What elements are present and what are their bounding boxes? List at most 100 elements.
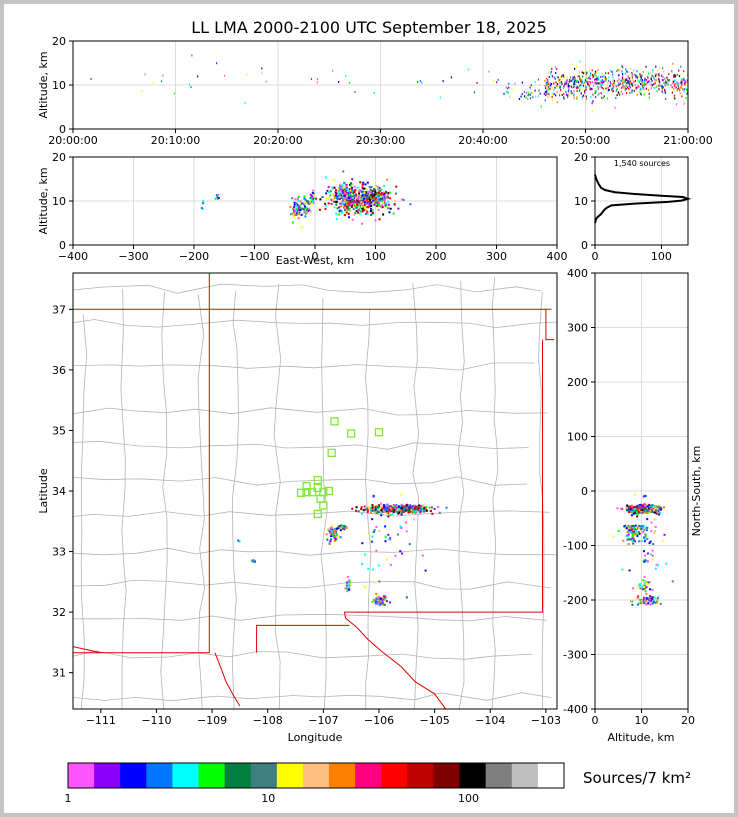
ew-altitude-point (382, 198, 385, 201)
ns-altitude-point (644, 590, 647, 593)
county-border-line (231, 291, 239, 709)
time-altitude-point (591, 102, 593, 105)
ns-altitude-point (644, 596, 647, 599)
ew-altitude-point (338, 213, 341, 216)
ns-altitude-xtick-label: 10 (635, 714, 649, 727)
time-altitude-point (601, 72, 603, 75)
time-altitude-point (650, 72, 652, 75)
ew-altitude-point (349, 204, 352, 207)
ew-altitude-point (298, 211, 301, 214)
ew-altitude-point (370, 204, 373, 207)
time-altitude-point (645, 83, 647, 86)
ns-altitude-point (637, 511, 640, 514)
ew-altitude-point (303, 195, 306, 198)
ew-altitude-point (365, 192, 368, 195)
county-border-line (120, 288, 127, 709)
ew-altitude-point (361, 207, 364, 210)
ew-altitude-point (297, 195, 300, 198)
time-altitude-point (634, 84, 636, 87)
time-altitude-point (591, 69, 593, 72)
time-altitude-point (574, 77, 576, 80)
time-altitude-point (665, 80, 667, 83)
time-altitude-point (546, 84, 548, 87)
ew-altitude-point (366, 190, 369, 193)
time-altitude-point (606, 97, 609, 100)
map-source-point (345, 526, 348, 529)
ns-altitude-point (652, 596, 655, 599)
ew-altitude-point (339, 186, 342, 189)
ew-altitude-point (379, 197, 382, 200)
ew-altitude-point (302, 212, 305, 215)
time-altitude-point (574, 83, 576, 86)
ew-altitude-point (397, 207, 400, 210)
time-altitude-point (636, 70, 638, 73)
ew-altitude-point (327, 186, 330, 189)
time-altitude-point (601, 96, 603, 99)
time-altitude-point (348, 81, 351, 84)
ew-altitude-point (409, 203, 412, 206)
time-altitude-point (505, 86, 507, 89)
ew-altitude-point (375, 191, 378, 194)
ew-altitude-point (335, 212, 338, 215)
time-altitude-point (553, 82, 555, 85)
time-altitude-point (676, 81, 678, 84)
time-altitude-point (497, 78, 499, 81)
ns-altitude-point (625, 527, 628, 530)
time-altitude-point (583, 82, 585, 85)
time-altitude-point (556, 101, 558, 104)
time-altitude-point (665, 97, 667, 100)
map-source-point (384, 597, 387, 600)
ew-altitude-point (305, 209, 308, 212)
time-altitude-point (564, 77, 566, 80)
ew-altitude-point (307, 200, 310, 203)
map-source-point (388, 538, 391, 541)
ew-altitude-point (374, 185, 377, 188)
map-xtick-label: −111 (86, 714, 116, 727)
time-altitude-point (581, 81, 583, 84)
ns-altitude-point (641, 586, 644, 589)
ns-altitude-point (639, 602, 642, 605)
time-altitude-point (573, 75, 576, 78)
ns-altitude-point (646, 552, 649, 555)
ns-altitude-point (655, 602, 658, 605)
time-altitude-point (594, 91, 597, 94)
ns-altitude-point (651, 558, 654, 561)
time-altitude-point (589, 74, 592, 77)
time-altitude-point (640, 88, 642, 91)
map-source-point (381, 601, 384, 604)
time-altitude-point (580, 84, 582, 87)
time-altitude-point (648, 72, 650, 75)
time-altitude-point (661, 85, 663, 88)
time-altitude-point (545, 90, 548, 93)
time-altitude-point (554, 77, 556, 80)
county-border-line (73, 692, 552, 702)
time-altitude-point (581, 71, 583, 74)
map-source-point (357, 510, 360, 513)
time-altitude-point (578, 89, 581, 92)
time-altitude-point (566, 81, 568, 84)
time-altitude-point (90, 77, 92, 80)
time-altitude-point (607, 82, 609, 85)
time-altitude-point (650, 77, 652, 80)
altitude-histogram-xtick-label: 0 (592, 250, 599, 263)
time-altitude-point (614, 106, 616, 109)
time-altitude-point (623, 81, 625, 84)
ew-altitude-point (339, 188, 342, 191)
ew-altitude-point (304, 215, 307, 218)
ew-altitude-point (369, 200, 372, 203)
ew-altitude-point (351, 183, 354, 186)
time-altitude-point (657, 78, 660, 81)
time-altitude-point (563, 97, 565, 100)
time-altitude-point (631, 91, 633, 94)
map-source-point (374, 508, 377, 511)
ew-altitude-point (383, 193, 386, 196)
ns-altitude-point (647, 510, 650, 513)
ew-altitude-point (348, 188, 351, 191)
ew-altitude-point (347, 212, 350, 215)
station-marker (313, 509, 322, 519)
ns-altitude-point (659, 506, 662, 509)
time-altitude-point (563, 93, 565, 96)
time-altitude-point (679, 89, 681, 92)
ns-altitude-point (630, 525, 633, 528)
time-altitude-point (629, 83, 631, 86)
